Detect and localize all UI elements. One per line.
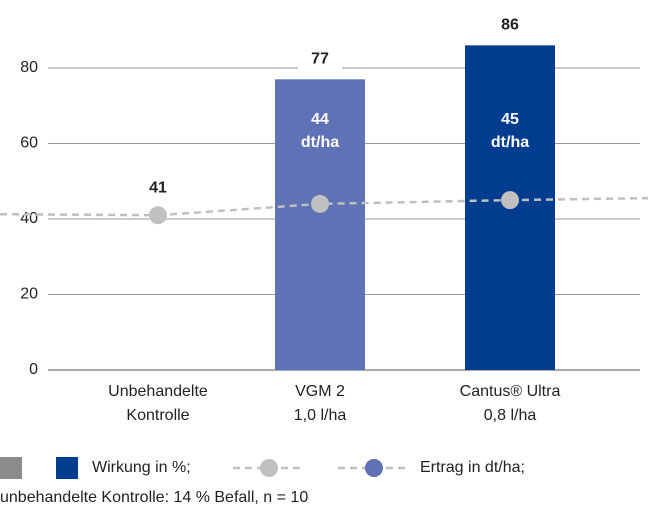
y-tick-label: 60 [20,135,38,152]
legend-swatch [0,457,22,479]
legend-label: Ertrag in dt/ha; [420,459,525,476]
y-tick-label: 80 [20,59,38,76]
point [149,206,167,224]
bar-label: 86 [501,17,519,34]
y-tick-label: 40 [20,210,38,227]
legend-label: Wirkung in %; [92,459,191,476]
x-tick-label: Kontrolle [126,407,189,424]
legend-marker [260,459,278,477]
legend-swatch [56,457,78,479]
y-tick-label: 20 [20,286,38,303]
x-tick-label: Cantus® Ultra [460,383,561,400]
y-tick-label: 0 [29,361,38,378]
x-tick-label: VGM 2 [295,383,345,400]
value-label: 41 [149,179,167,196]
legend-marker [365,459,383,477]
point [311,195,329,213]
point [501,191,519,209]
x-tick-label: 0,8 l/ha [484,407,537,424]
footnote: unbehandelte Kontrolle: 14 % Befall, n =… [0,489,308,506]
chart: unbehandelte Kontrolle: 14 % Befall, n =… [0,0,648,511]
x-tick-label: Unbehandelte [108,383,208,400]
bar-label: 77 [311,51,329,68]
x-tick-label: 1,0 l/ha [294,407,347,424]
